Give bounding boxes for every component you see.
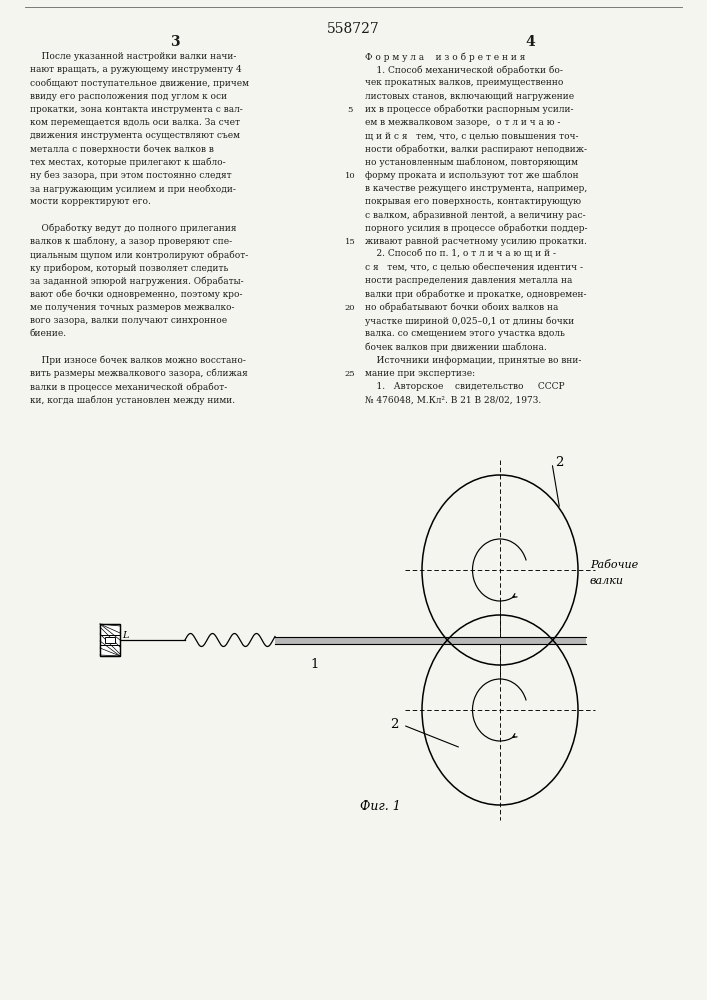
Text: ки, когда шаблон установлен между ними.: ки, когда шаблон установлен между ними. xyxy=(30,395,235,405)
Text: щ и й с я   тем, что, с целью повышения точ-: щ и й с я тем, что, с целью повышения то… xyxy=(365,131,578,140)
Text: валки: валки xyxy=(590,576,624,586)
Text: При износе бочек валков можно восстано-: При износе бочек валков можно восстано- xyxy=(30,356,246,365)
Text: Источники информации, принятые во вни-: Источники информации, принятые во вни- xyxy=(365,356,581,365)
Bar xyxy=(100,624,120,656)
Text: 25: 25 xyxy=(345,370,356,378)
Text: Обработку ведут до полного прилегания: Обработку ведут до полного прилегания xyxy=(30,224,237,233)
Text: валки в процессе механической обработ-: валки в процессе механической обработ- xyxy=(30,382,227,391)
Text: валков к шаблону, а зазор проверяют спе-: валков к шаблону, а зазор проверяют спе- xyxy=(30,237,232,246)
Text: прокатки, зона контакта инструмента с вал-: прокатки, зона контакта инструмента с ва… xyxy=(30,105,243,114)
Text: вают обе бочки одновременно, поэтому кро-: вают обе бочки одновременно, поэтому кро… xyxy=(30,290,243,299)
Text: за заданной эпюрой нагружения. Обрабаты-: за заданной эпюрой нагружения. Обрабаты- xyxy=(30,276,244,286)
Text: ем в межвалковом зазоре,  о т л и ч а ю -: ем в межвалковом зазоре, о т л и ч а ю - xyxy=(365,118,561,127)
Text: с я   тем, что, с целью обеспечения идентич -: с я тем, что, с целью обеспечения иденти… xyxy=(365,263,583,272)
Text: Фиг. 1: Фиг. 1 xyxy=(360,800,401,813)
Text: мание при экспертизе:: мание при экспертизе: xyxy=(365,369,475,378)
Text: Рабочие: Рабочие xyxy=(590,560,638,570)
Text: за нагружающим усилием и при необходи-: за нагружающим усилием и при необходи- xyxy=(30,184,236,194)
Text: форму проката и используют тот же шаблон: форму проката и используют тот же шаблон xyxy=(365,171,578,180)
Text: ку прибором, который позволяет следить: ку прибором, который позволяет следить xyxy=(30,263,228,273)
Text: нают вращать, а ружующему инструменту 4: нают вращать, а ружующему инструменту 4 xyxy=(30,65,242,74)
Text: листовых станов, включающий нагружение: листовых станов, включающий нагружение xyxy=(365,92,574,101)
Text: 1. Способ механической обработки бо-: 1. Способ механической обработки бо- xyxy=(365,65,563,75)
Text: 2. Способ по п. 1, о т л и ч а ю щ и й -: 2. Способ по п. 1, о т л и ч а ю щ и й - xyxy=(365,250,556,259)
Text: № 476048, М.Кл². В 21 В 28/02, 1973.: № 476048, М.Кл². В 21 В 28/02, 1973. xyxy=(365,395,542,404)
Bar xyxy=(275,637,586,644)
Text: покрывая его поверхность, контактирующую: покрывая его поверхность, контактирующую xyxy=(365,197,581,206)
Text: 1: 1 xyxy=(311,658,319,671)
Text: но установленным шаблоном, повторяющим: но установленным шаблоном, повторяющим xyxy=(365,158,578,167)
Text: 2: 2 xyxy=(390,718,398,732)
Text: 2: 2 xyxy=(555,456,563,470)
Text: с валком, абразивной лентой, а величину рас-: с валком, абразивной лентой, а величину … xyxy=(365,210,585,220)
Bar xyxy=(105,637,115,643)
Text: 558727: 558727 xyxy=(327,22,380,36)
Text: циальным щупом или контролируют обработ-: циальным щупом или контролируют обработ- xyxy=(30,250,248,259)
Text: но обрабатывают бочки обоих валков на: но обрабатывают бочки обоих валков на xyxy=(365,303,559,312)
Text: 5: 5 xyxy=(347,106,353,114)
Text: валка. со смещением этого участка вдоль: валка. со смещением этого участка вдоль xyxy=(365,329,565,338)
Text: сообщают поступательное движение, причем: сообщают поступательное движение, причем xyxy=(30,78,249,88)
Text: вого зазора, валки получают синхронное: вого зазора, валки получают синхронное xyxy=(30,316,227,325)
Text: вить размеры межвалкового зазора, сближая: вить размеры межвалкового зазора, сближа… xyxy=(30,369,247,378)
Text: Ф о р м у л а    и з о б р е т е н и я: Ф о р м у л а и з о б р е т е н и я xyxy=(365,52,525,62)
Text: ности распределения давления металла на: ности распределения давления металла на xyxy=(365,276,573,285)
Text: 1.   Авторское    свидетельство     СССР: 1. Авторское свидетельство СССР xyxy=(365,382,565,391)
Text: 20: 20 xyxy=(345,304,355,312)
Text: участке шириной 0,025–0,1 от длины бочки: участке шириной 0,025–0,1 от длины бочки xyxy=(365,316,574,326)
Text: 15: 15 xyxy=(344,238,356,246)
Text: их в процессе обработки распорным усили-: их в процессе обработки распорным усили- xyxy=(365,105,573,114)
Text: 3: 3 xyxy=(170,35,180,49)
Text: чек прокатных валков, преимущественно: чек прокатных валков, преимущественно xyxy=(365,78,563,87)
Text: в качестве режущего инструмента, например,: в качестве режущего инструмента, наприме… xyxy=(365,184,588,193)
FancyBboxPatch shape xyxy=(100,624,120,656)
Text: движения инструмента осуществляют съем: движения инструмента осуществляют съем xyxy=(30,131,240,140)
Text: металла с поверхности бочек валков в: металла с поверхности бочек валков в xyxy=(30,144,214,154)
Text: ввиду его расположения под углом к оси: ввиду его расположения под углом к оси xyxy=(30,92,227,101)
Text: валки при обработке и прокатке, одновремен-: валки при обработке и прокатке, одноврем… xyxy=(365,290,587,299)
Text: ну без зазора, при этом постоянно следят: ну без зазора, при этом постоянно следят xyxy=(30,171,232,180)
Text: 10: 10 xyxy=(345,172,356,180)
Text: биение.: биение. xyxy=(30,329,67,338)
Text: ности обработки, валки распирают неподвиж-: ности обработки, валки распирают неподви… xyxy=(365,144,587,154)
Text: живают равной расчетному усилию прокатки.: живают равной расчетному усилию прокатки… xyxy=(365,237,587,246)
Text: 4: 4 xyxy=(525,35,535,49)
Text: После указанной настройки валки начи-: После указанной настройки валки начи- xyxy=(30,52,236,61)
Text: ком перемещается вдоль оси валка. За счет: ком перемещается вдоль оси валка. За сче… xyxy=(30,118,240,127)
Text: тех местах, которые прилегают к шабло-: тех местах, которые прилегают к шабло- xyxy=(30,158,226,167)
Text: порного усилия в процессе обработки поддер-: порного усилия в процессе обработки подд… xyxy=(365,224,588,233)
Text: ме получения точных размеров межвалко-: ме получения точных размеров межвалко- xyxy=(30,303,235,312)
Text: бочек валков при движении шаблона.: бочек валков при движении шаблона. xyxy=(365,342,547,352)
Text: L: L xyxy=(122,631,129,640)
Text: мости корректируют его.: мости корректируют его. xyxy=(30,197,151,206)
